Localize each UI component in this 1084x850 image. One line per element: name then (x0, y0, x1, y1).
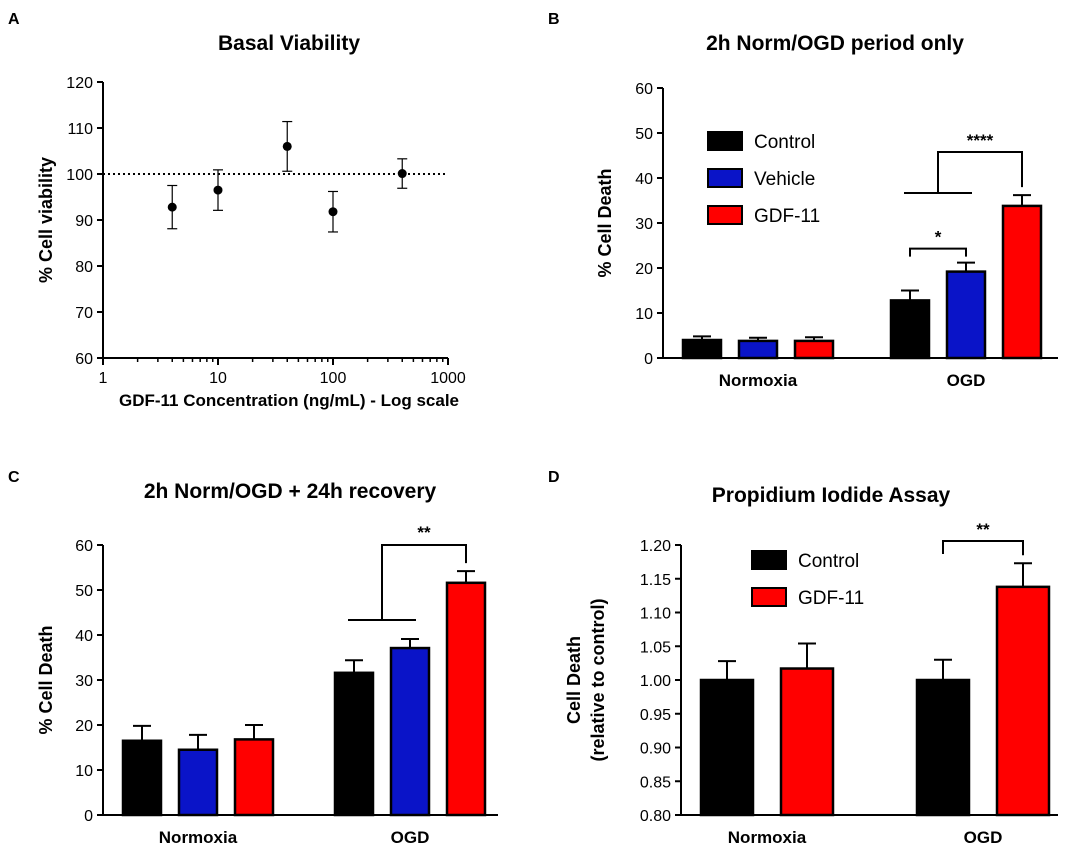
panel-a-ytick-label: 100 (66, 167, 93, 184)
panel-a-data-point (397, 169, 407, 179)
panel-d-category-label: Normoxia (728, 828, 807, 847)
panel-d-ytick-label: 0.85 (640, 774, 671, 791)
panel-b: B 2h Norm/OGD period only % Cell Death 0… (548, 11, 1058, 390)
panel-b-bar-control (889, 299, 931, 360)
panel-c-bar-vehicle (177, 748, 219, 817)
panel-b-legend-label: Vehicle (754, 169, 815, 190)
panel-c-bar-control (121, 739, 163, 817)
panel-a-ytick-label: 90 (75, 213, 93, 230)
panel-d-ylabel-line2: (relative to control) (588, 598, 608, 761)
panel-b-significance-bracket (909, 247, 967, 257)
panel-c-significance-label: ** (417, 523, 431, 542)
panel-d-ytick-label: 1.10 (640, 606, 671, 623)
panel-b-bar-control (681, 338, 723, 360)
panel-a-ytick-label: 80 (75, 259, 93, 276)
panel-d: D Propidium Iodide Assay Cell Death (rel… (548, 469, 1058, 847)
panel-c-ytick-label: 40 (75, 628, 93, 645)
panel-b-ytick-label: 40 (635, 171, 653, 188)
panel-a-title: Basal Viability (218, 32, 360, 55)
panel-a-ytick-label: 110 (67, 121, 93, 138)
panel-c-ylabel: % Cell Death (36, 625, 56, 734)
panel-d-legend-swatch (751, 550, 787, 570)
panel-c-bar-vehicle (389, 646, 431, 817)
panel-a-xlabel: GDF-11 Concentration (ng/mL) - Log scale (119, 391, 459, 410)
panel-b-ytick-label: 30 (635, 216, 653, 233)
panel-b-legend-swatch (707, 168, 743, 188)
panel-d-ytick-label: 0.90 (640, 741, 671, 758)
panel-b-bar-vehicle (737, 339, 779, 360)
panel-c-ytick-label: 50 (75, 583, 93, 600)
panel-b-letter: B (548, 11, 560, 28)
panel-b-ytick-label: 0 (644, 351, 653, 368)
panel-b-legend-label: GDF-11 (754, 206, 820, 227)
panel-d-ytick-label: 1.05 (640, 639, 671, 656)
panel-c-bar-control (333, 671, 375, 817)
panel-d-ytick-label: 1.20 (640, 538, 671, 555)
panel-d-significance-bracket (942, 540, 1024, 556)
panel-b-ytick-label: 10 (635, 306, 653, 323)
panel-d-letter: D (548, 469, 560, 486)
panel-a-xtick-label: 100 (320, 370, 347, 387)
panel-d-category-label: OGD (964, 828, 1003, 847)
panel-c-ytick-label: 10 (75, 763, 93, 780)
panel-a-ylabel: % Cell viability (36, 157, 56, 283)
panel-a-letter: A (8, 11, 20, 28)
panel-b-bar-vehicle (945, 270, 987, 360)
panel-a-xtick-label: 1 (99, 370, 108, 387)
panel-d-title: Propidium Iodide Assay (712, 484, 951, 507)
panel-c-category-label: OGD (391, 828, 430, 847)
panel-c-title: 2h Norm/OGD + 24h recovery (144, 480, 437, 503)
panel-b-category-label: Normoxia (719, 371, 798, 390)
panel-d-bar-gdf-11 (995, 585, 1051, 817)
panel-a-data-point (213, 185, 223, 195)
panel-a-data-point (328, 207, 338, 217)
panel-c-ytick-label: 60 (75, 538, 93, 555)
panel-c-ytick-label: 0 (84, 808, 93, 825)
panel-d-ytick-label: 1.00 (640, 673, 671, 690)
panel-b-significance-label: * (935, 228, 942, 247)
panel-b-ytick-label: 60 (635, 81, 653, 98)
panel-a-ytick-label: 70 (75, 305, 93, 322)
panel-b-ytick-label: 50 (635, 126, 653, 143)
panel-d-legend-swatch (751, 587, 787, 607)
panel-b-category-label: OGD (947, 371, 986, 390)
panel-b-significance-label: **** (967, 131, 994, 150)
panel-b-legend-swatch (707, 131, 743, 151)
panel-c-bar-gdf-11 (233, 738, 275, 817)
panel-c-category-label: Normoxia (159, 828, 238, 847)
panel-b-bar-gdf-11 (1001, 204, 1043, 360)
panel-b-ylabel: % Cell Death (595, 168, 615, 277)
panel-d-ytick-label: 0.80 (640, 808, 671, 825)
panel-a-ytick-label: 60 (75, 351, 93, 368)
panel-b-bar-gdf-11 (793, 339, 835, 360)
panel-d-ylabel-line1: Cell Death (564, 636, 584, 724)
panel-a-data-point (167, 202, 177, 212)
panel-a: A Basal Viability % Cell viability GDF-1… (8, 11, 466, 410)
panel-a-ytick-label: 120 (66, 75, 93, 92)
panel-a-data-point (282, 141, 292, 151)
panel-c-ytick-label: 20 (75, 718, 93, 735)
panel-d-bar-gdf-11 (779, 667, 835, 817)
panel-d-bar-control (699, 678, 755, 817)
panel-d-ytick-label: 1.15 (640, 572, 671, 589)
panel-d-significance-label: ** (976, 520, 990, 539)
panel-d-legend-label: GDF-11 (798, 588, 864, 609)
panel-b-ytick-label: 20 (635, 261, 653, 278)
panel-d-bar-control (915, 678, 971, 817)
panel-b-significance-bracket (937, 151, 1023, 193)
panel-c-significance-bracket (381, 544, 467, 620)
panel-c-bar-gdf-11 (445, 581, 487, 817)
panel-a-xtick-label: 1000 (430, 370, 466, 387)
panel-c-ytick-label: 30 (75, 673, 93, 690)
panel-c-letter: C (8, 469, 20, 486)
panel-d-ytick-label: 0.95 (640, 707, 671, 724)
panel-d-legend-label: Control (798, 551, 859, 572)
panel-c: C 2h Norm/OGD + 24h recovery % Cell Deat… (8, 469, 498, 847)
panel-a-xtick-label: 10 (209, 370, 227, 387)
panel-b-title: 2h Norm/OGD period only (706, 32, 964, 55)
panel-b-legend-label: Control (754, 132, 815, 153)
panel-b-legend-swatch (707, 205, 743, 225)
